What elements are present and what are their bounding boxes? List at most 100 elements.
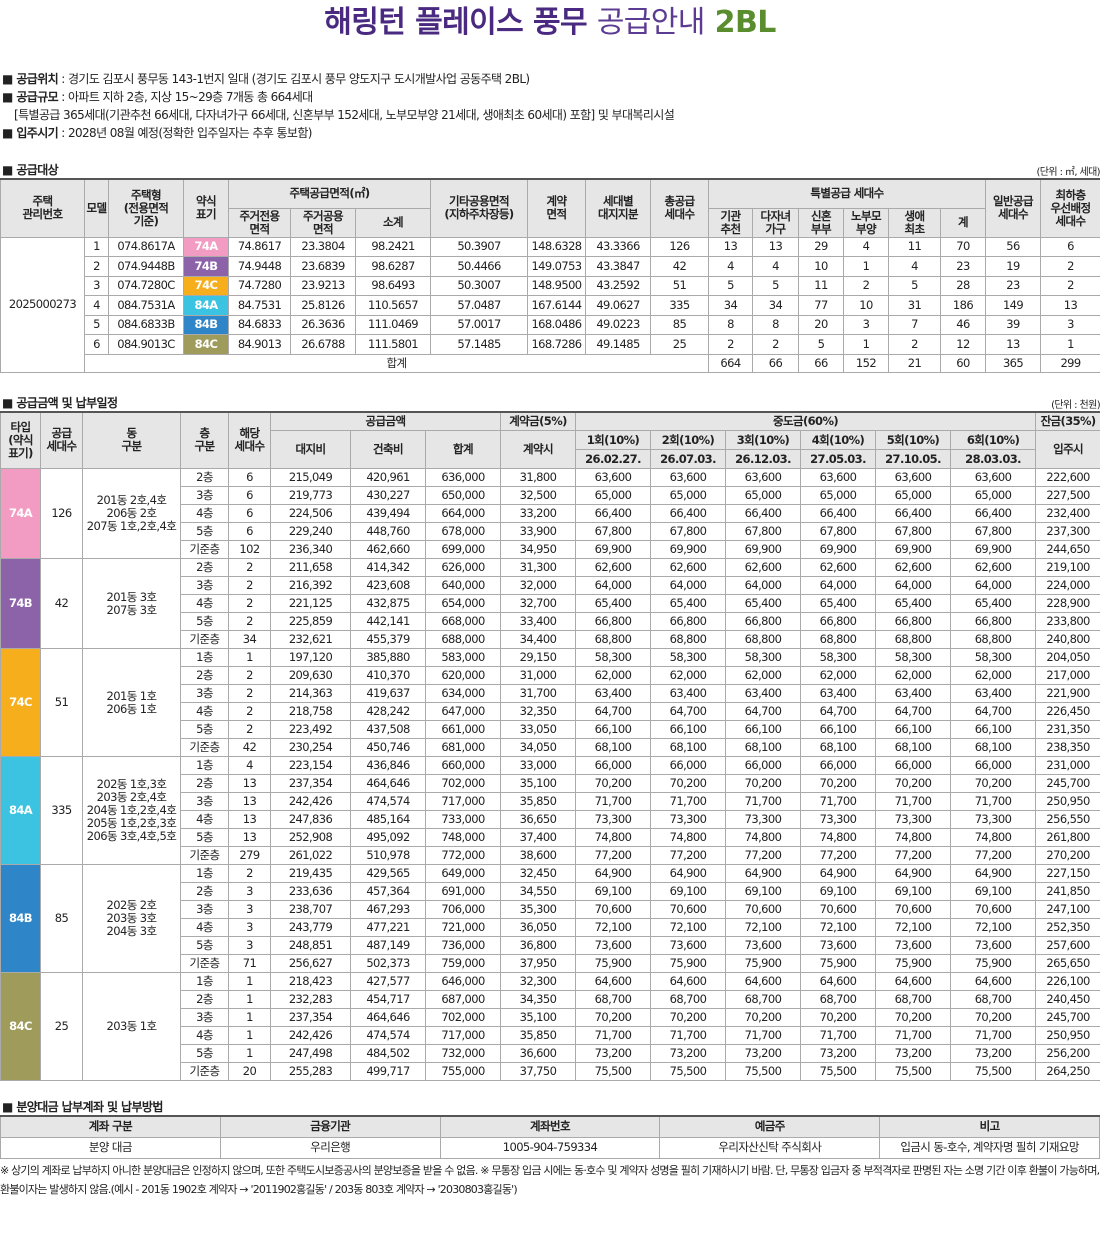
header-cell: 중도금(60%) [574, 411, 1037, 431]
cell: 385,880 [350, 648, 426, 667]
cell: 71,700 [575, 792, 651, 811]
cell: 98.6493 [355, 275, 431, 296]
cell: 450,746 [350, 738, 426, 757]
cell: 35,100 [500, 774, 576, 793]
cell: 227,150 [1035, 864, 1100, 883]
row: 4층 2 221,125 432,875 654,000 32,700 65,400 65,4… [1, 594, 1100, 613]
cell: 77,200 [875, 846, 951, 865]
cell: 66,400 [949, 504, 1037, 523]
cell: 084.9013C [108, 334, 184, 355]
cell: 1 [228, 1044, 271, 1063]
cell: 1 [1040, 334, 1100, 355]
cell: 64,000 [875, 576, 951, 595]
dong-line: 206동 2호 [106, 506, 157, 520]
cell: 66,800 [949, 612, 1037, 631]
row: 84B 85 202동 2호 203동 3호 204동 3호 1층 2 219,435 429,… [0, 864, 1100, 973]
cell: 8 [708, 314, 753, 335]
row: 74C 51 201동 1호 206동 1호 1층 1 197,120 385,880 583,… [0, 648, 1100, 757]
cell: 237,354 [270, 774, 351, 793]
cell: 68,100 [575, 738, 651, 757]
cell: 227,500 [1035, 486, 1100, 505]
cell: 64,600 [725, 972, 801, 991]
row: 74A 126 201동 2호,4호 206동 2호 207동 1호,2호,4호 2층 6 2… [0, 468, 1100, 559]
unit: (단위 : ㎡, 세대) [1036, 167, 1100, 178]
cell: 65,000 [650, 486, 726, 505]
cell: 62,600 [725, 558, 801, 577]
cell: 39 [985, 314, 1042, 335]
cell: 68,100 [725, 738, 801, 757]
cell: 640,000 [425, 576, 501, 595]
header-cell: 계좌 구분 [0, 1115, 221, 1138]
cell: 250,950 [1035, 792, 1100, 811]
header-cell: 26.02.27. [575, 449, 651, 469]
cell: 074.7280C [108, 275, 184, 296]
cell: 77,200 [725, 846, 801, 865]
row: 3층 13 242,426 474,574 717,000 35,850 71,700 71,… [1, 792, 1100, 811]
info-text: : 2028년 08월 예정(정확한 입주일자는 추후 통보함) [58, 126, 312, 140]
cell: 우리자산신탁 주식회사 [659, 1136, 881, 1159]
row: 5 084.6833B 84B 84.6833 26.3636 111.0469 57.00… [1, 314, 1100, 335]
price-table: 타입 (약식 표기) 공급 세대수 동 구분 층 구분 해당 세대수 공급금액 계약금(5%… [0, 410, 1100, 1081]
cell: 36,050 [500, 918, 576, 937]
cell: 4 [843, 236, 889, 257]
cell: 6 [228, 468, 271, 487]
header-cell: 세대별 대지지분 [585, 178, 651, 238]
cell: 74.8617 [228, 236, 291, 257]
cell: 66,800 [725, 612, 801, 631]
cell: 3 [843, 314, 889, 335]
cell: 32,700 [500, 594, 576, 613]
cell: 11 [888, 236, 941, 257]
cell: 442,141 [350, 612, 426, 631]
cell: 64,900 [800, 864, 876, 883]
dong: 203동 1호 [82, 972, 181, 1081]
cell: 32,500 [500, 486, 576, 505]
cell: 217,000 [1035, 666, 1100, 685]
cell: 34,550 [500, 882, 576, 901]
cell: 73,300 [949, 810, 1037, 829]
cell: 4층 [180, 918, 229, 937]
cell: 74,800 [575, 828, 651, 847]
cell: 4 [228, 756, 271, 775]
header-cell: 특별공급 세대수 [707, 178, 987, 209]
cell: 65,000 [800, 486, 876, 505]
cell: 64,000 [650, 576, 726, 595]
cell: 67,800 [875, 522, 951, 541]
row: 5층 2 225,859 442,141 668,000 33,400 66,800 66,8… [1, 612, 1100, 631]
cell: 1층 [180, 972, 229, 991]
cell: 84.6833 [228, 314, 291, 335]
cell: 4층 [180, 1026, 229, 1045]
cell: 68,100 [650, 738, 726, 757]
cell: 233,636 [270, 882, 351, 901]
cell: 77,200 [949, 846, 1037, 865]
cell: 73,300 [800, 810, 876, 829]
header-cell: 합계 [425, 430, 501, 469]
cell: 7 [888, 314, 941, 335]
cell: 63,400 [575, 684, 651, 703]
cell: 3층 [180, 684, 229, 703]
cell: 1층 [180, 648, 229, 667]
cell: 457,364 [350, 882, 426, 901]
cell: 4 [888, 256, 941, 277]
cell: 219,100 [1035, 558, 1100, 577]
cell: 62,000 [725, 666, 801, 685]
cell: 2 [228, 720, 271, 739]
cell: 1005-904-759334 [439, 1136, 661, 1159]
dong-line: 207동 1호,2호,4호 [86, 519, 177, 533]
cell: 502,373 [350, 954, 426, 973]
cell: 1 [228, 1026, 271, 1045]
cell: 485,164 [350, 810, 426, 829]
cell: 43.3366 [585, 236, 651, 257]
cell: 464,646 [350, 1008, 426, 1027]
cell: 688,000 [425, 630, 501, 649]
cell: 31,800 [500, 468, 576, 487]
cell: 58,300 [800, 648, 876, 667]
cell: 58,300 [875, 648, 951, 667]
row: 기준층 279 261,022 510,978 772,000 38,600 77,200 7… [1, 846, 1100, 865]
units: 85 [40, 864, 83, 973]
cell: 225,859 [270, 612, 351, 631]
cell: 34,400 [500, 630, 576, 649]
header-cell: 28.03.03. [949, 449, 1037, 469]
cell: 64,700 [800, 702, 876, 721]
cell: 111.0469 [355, 314, 431, 335]
cell: 3층 [180, 900, 229, 919]
